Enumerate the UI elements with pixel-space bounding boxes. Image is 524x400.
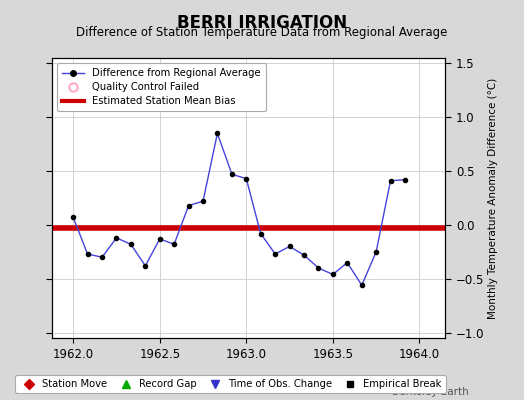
Legend: Difference from Regional Average, Quality Control Failed, Estimated Station Mean: Difference from Regional Average, Qualit…	[58, 63, 266, 111]
Text: Berkeley Earth: Berkeley Earth	[392, 387, 469, 397]
Legend: Station Move, Record Gap, Time of Obs. Change, Empirical Break: Station Move, Record Gap, Time of Obs. C…	[16, 375, 445, 393]
Y-axis label: Monthly Temperature Anomaly Difference (°C): Monthly Temperature Anomaly Difference (…	[488, 77, 498, 319]
Text: Difference of Station Temperature Data from Regional Average: Difference of Station Temperature Data f…	[77, 26, 447, 39]
Text: BERRI IRRIGATION: BERRI IRRIGATION	[177, 14, 347, 32]
